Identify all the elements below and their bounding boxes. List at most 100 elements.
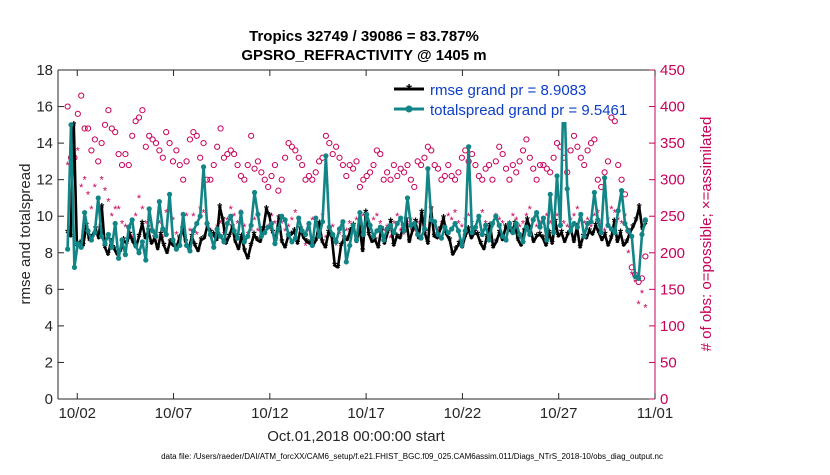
rmse-point: * (323, 240, 329, 255)
assimilated-obs-point: * (235, 219, 240, 231)
rmse-point: * (258, 235, 264, 250)
rmse-point: * (599, 233, 605, 248)
totalspread-point (360, 231, 366, 238)
possible-obs-point (163, 129, 170, 136)
possible-obs-point (112, 129, 119, 136)
rmse-point: * (562, 235, 568, 250)
rmse-point: * (618, 226, 624, 241)
possible-obs-point (428, 147, 435, 154)
totalspread-point (109, 244, 115, 250)
possible-obs-point (292, 147, 299, 154)
possible-obs-point (285, 140, 292, 147)
rmse-point: * (373, 233, 379, 248)
rmse-point: * (233, 235, 239, 250)
assimilated-obs-point: * (517, 222, 522, 234)
assimilated-obs-point: * (361, 211, 366, 223)
assimilated-obs-point: * (232, 211, 237, 223)
rmse-point: * (609, 231, 615, 246)
assimilated-obs-point: * (106, 197, 111, 209)
possible-obs-point (642, 253, 649, 260)
possible-obs-point (394, 172, 401, 180)
possible-obs-point (115, 150, 122, 158)
rmse-point: * (634, 213, 640, 228)
rmse-point: * (494, 235, 500, 250)
possible-obs-point (309, 176, 316, 183)
possible-obs-point (210, 161, 217, 169)
legend-box (388, 76, 593, 122)
rmse-point: * (130, 235, 136, 250)
x-tick-label: 10/17 (347, 405, 385, 422)
rmse-point: * (630, 220, 636, 235)
totalspread-point (421, 226, 428, 232)
possible-obs-point (316, 158, 323, 165)
totalspread-point (520, 239, 526, 245)
assimilated-obs-point: * (575, 204, 580, 216)
totalspread-point (476, 213, 482, 219)
possible-obs-point (400, 169, 408, 176)
possible-obs-point (343, 172, 350, 180)
possible-obs-point (227, 147, 234, 154)
assimilated-obs-point: * (110, 211, 115, 223)
possible-obs-point (611, 118, 618, 125)
totalspread-point (88, 237, 95, 243)
rmse-point: * (435, 231, 441, 246)
assimilated-obs-point: * (643, 303, 648, 315)
totalspread-point (411, 220, 417, 227)
assimilated-obs-point: * (93, 182, 98, 194)
rmse-point: * (217, 200, 223, 215)
totalspread-point (306, 220, 312, 227)
totalspread-point (146, 206, 152, 212)
possible-obs-point (482, 165, 489, 172)
totalspread-point (323, 153, 329, 159)
totalspread-point (166, 191, 173, 197)
rmse-point: * (314, 233, 320, 248)
totalspread-point (370, 233, 377, 239)
totalspread-point (571, 220, 577, 227)
totalspread-point (537, 224, 543, 230)
totalspread-point (279, 213, 285, 219)
totalspread-point (309, 242, 315, 249)
rmse-point: * (168, 235, 174, 250)
assimilated-obs-point: * (572, 211, 577, 223)
totalspread-point (319, 219, 326, 225)
totalspread-point (462, 228, 468, 234)
rmse-point: * (382, 237, 388, 252)
assimilated-obs-point: * (229, 204, 234, 216)
totalspread-point (605, 222, 611, 228)
y-right-tick-label: 0 (660, 391, 668, 408)
totalspread-point (496, 222, 502, 228)
totalspread-point (75, 241, 81, 247)
possible-obs-point (472, 161, 479, 169)
rmse-point: * (488, 218, 494, 233)
rmse-point: * (348, 224, 354, 239)
rmse-point: * (112, 242, 118, 257)
assimilated-obs-point: * (273, 219, 278, 231)
totalspread-point (224, 220, 230, 227)
rmse-point: * (425, 237, 431, 252)
assimilated-obs-point: * (103, 186, 108, 198)
assimilated-obs-point: * (331, 222, 336, 234)
possible-obs-point (523, 136, 530, 143)
totalspread-point (122, 252, 129, 258)
assimilated-obs-point: * (358, 219, 363, 231)
totalspread-point (452, 220, 458, 227)
possible-obs-point (451, 176, 459, 183)
rmse-point: * (338, 238, 344, 253)
rmse-point: * (158, 228, 164, 243)
totalspread-point (272, 241, 278, 247)
totalspread-point (401, 228, 407, 234)
totalspread-point (170, 237, 176, 243)
totalspread-point (510, 230, 516, 236)
possible-obs-point (591, 136, 598, 143)
legend-label-totalspread: totalspread grand pr = 9.5461 (430, 102, 627, 119)
assimilated-obs-point: * (354, 215, 359, 227)
possible-obs-point (197, 154, 204, 161)
totalspread-point (384, 226, 390, 232)
assimilated-obs-point: * (269, 211, 274, 223)
totalspread-point (466, 144, 472, 150)
totalspread-point (534, 209, 540, 216)
totalspread-point (347, 242, 353, 249)
assimilated-obs-point: * (252, 215, 257, 227)
assimilated-obs-point: * (640, 288, 645, 300)
totalspread-point (330, 231, 336, 238)
